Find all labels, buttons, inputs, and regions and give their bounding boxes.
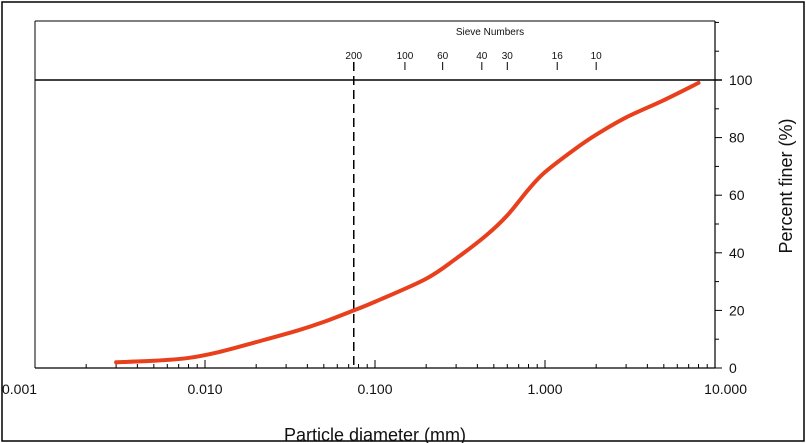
y-tick-label: 100 (729, 72, 753, 88)
y-tick-label: 60 (729, 187, 745, 203)
sieve-tick-label: 200 (345, 51, 362, 62)
x-tick-label: 10.000 (704, 381, 747, 397)
sieve-tick-label: 60 (437, 51, 449, 62)
x-tick-label: 0.001 (2, 381, 37, 397)
y-axis-title: Percent finer (%) (776, 118, 796, 253)
sieve-axis-title: Sieve Numbers (456, 27, 524, 38)
x-tick-label: 1.000 (527, 381, 562, 397)
sieve-tick-label: 10 (591, 51, 603, 62)
x-axis-title: Particle diameter (mm) (284, 425, 466, 443)
y-tick-label: 80 (729, 130, 745, 146)
gradation-curve (114, 80, 701, 365)
y-tick-label: 40 (729, 245, 745, 261)
sieve-tick-label: 30 (502, 51, 514, 62)
y-tick-label: 20 (729, 302, 745, 318)
y-tick-label: 0 (729, 360, 737, 376)
x-tick-label: 0.100 (357, 381, 392, 397)
sieve-tick-label: 40 (476, 51, 488, 62)
x-tick-label: 0.010 (187, 381, 222, 397)
sieve-tick-label: 100 (397, 51, 414, 62)
sieve-tick-label: 16 (552, 51, 564, 62)
